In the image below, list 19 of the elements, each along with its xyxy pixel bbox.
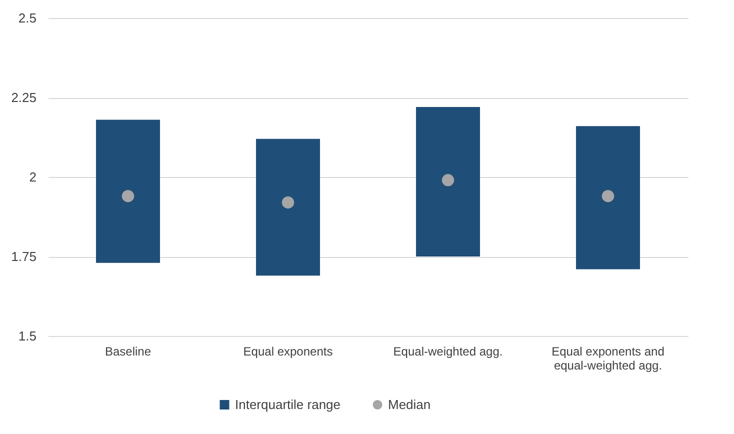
point — [122, 190, 134, 202]
y-tick-label: 1.5 — [18, 328, 36, 344]
y-tick-label: 1.75 — [11, 249, 36, 264]
bar — [96, 120, 160, 263]
bar — [416, 107, 480, 256]
x-tick-label: Equal exponents and equal-weighted agg. — [552, 344, 664, 372]
legend-label: Median — [388, 396, 431, 412]
y-tick-label: 2.5 — [18, 10, 36, 26]
point — [442, 174, 454, 186]
point — [602, 190, 614, 202]
bar — [256, 138, 320, 276]
y-tick-label: 2.25 — [11, 90, 36, 105]
x-tick-label: Baseline — [104, 344, 152, 358]
point — [282, 196, 294, 209]
x-tick-label: Equal exponents — [243, 344, 333, 358]
y-tick-label: 2 — [29, 170, 36, 184]
legend-label: Interquartile range — [235, 396, 341, 412]
bar — [576, 126, 640, 270]
x-tick-label: Equal-weighted agg. — [393, 344, 503, 358]
